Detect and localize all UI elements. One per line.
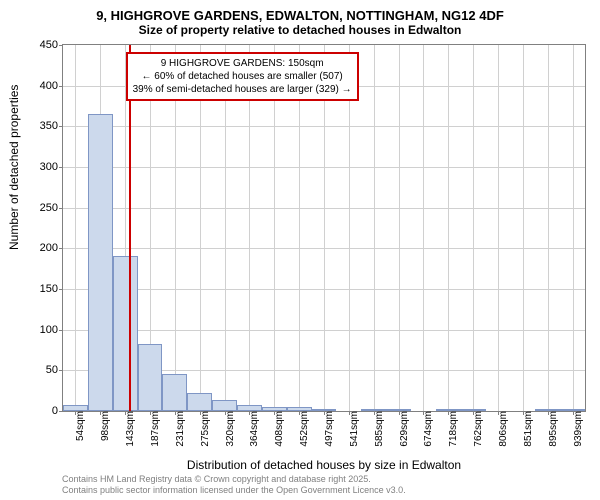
- x-tick-label: 762sqm: [473, 411, 484, 447]
- y-tick-mark: [59, 45, 63, 46]
- histogram-bar: [461, 409, 486, 411]
- y-tick-mark: [59, 248, 63, 249]
- chart-subtitle: Size of property relative to detached ho…: [0, 23, 600, 43]
- x-axis-label: Distribution of detached houses by size …: [62, 458, 586, 472]
- histogram-bar: [386, 409, 411, 411]
- histogram-bar: [287, 407, 312, 411]
- y-tick-label: 350: [40, 120, 58, 132]
- y-tick-label: 100: [40, 324, 58, 336]
- grid-line-v: [573, 45, 574, 411]
- x-tick-label: 98sqm: [100, 411, 111, 441]
- y-tick-mark: [59, 411, 63, 412]
- histogram-bar: [212, 400, 237, 411]
- y-tick-mark: [59, 86, 63, 87]
- histogram-bar: [63, 405, 88, 411]
- histogram-bar: [312, 409, 337, 411]
- histogram-bar: [361, 409, 386, 411]
- x-tick-label: 364sqm: [249, 411, 260, 447]
- grid-line-v: [473, 45, 474, 411]
- histogram-bar: [262, 407, 287, 411]
- histogram-bar: [560, 409, 585, 411]
- x-tick-label: 718sqm: [448, 411, 459, 447]
- histogram-bar: [436, 409, 461, 411]
- footer-line-2: Contains public sector information licen…: [62, 485, 586, 496]
- histogram-bar: [237, 405, 262, 411]
- x-tick-label: 452sqm: [299, 411, 310, 447]
- y-tick-label: 150: [40, 283, 58, 295]
- y-tick-mark: [59, 330, 63, 331]
- grid-line-v: [498, 45, 499, 411]
- y-tick-mark: [59, 167, 63, 168]
- y-tick-label: 450: [40, 39, 58, 51]
- x-tick-label: 231sqm: [175, 411, 186, 447]
- annotation-line-3: 39% of semi-detached houses are larger (…: [133, 83, 352, 96]
- grid-line-v: [448, 45, 449, 411]
- y-tick-label: 300: [40, 161, 58, 173]
- footer-line-1: Contains HM Land Registry data © Crown c…: [62, 474, 586, 485]
- chart-title: 9, HIGHGROVE GARDENS, EDWALTON, NOTTINGH…: [0, 0, 600, 23]
- marker-annotation: 9 HIGHGROVE GARDENS: 150sqm ← 60% of det…: [126, 52, 359, 101]
- y-axis-label: Number of detached properties: [7, 85, 21, 250]
- y-tick-mark: [59, 126, 63, 127]
- x-tick-label: 54sqm: [75, 411, 86, 441]
- y-tick-label: 50: [46, 364, 58, 376]
- histogram-bar: [187, 393, 212, 411]
- grid-line-v: [423, 45, 424, 411]
- y-tick-mark: [59, 289, 63, 290]
- annotation-line-1: 9 HIGHGROVE GARDENS: 150sqm: [133, 57, 352, 70]
- annotation-line-2: ← 60% of detached houses are smaller (50…: [133, 70, 352, 83]
- grid-line-v: [523, 45, 524, 411]
- x-tick-label: 939sqm: [573, 411, 584, 447]
- grid-line-v: [548, 45, 549, 411]
- x-tick-label: 541sqm: [349, 411, 360, 447]
- histogram-bar: [113, 256, 138, 411]
- x-tick-label: 674sqm: [423, 411, 434, 447]
- grid-line-v: [75, 45, 76, 411]
- y-tick-label: 0: [52, 405, 58, 417]
- histogram-bar: [88, 114, 113, 411]
- x-tick-label: 497sqm: [324, 411, 335, 447]
- plot-area: 05010015020025030035040045054sqm98sqm143…: [62, 44, 586, 412]
- x-tick-label: 806sqm: [498, 411, 509, 447]
- grid-line-v: [399, 45, 400, 411]
- y-tick-label: 250: [40, 202, 58, 214]
- x-tick-label: 275sqm: [200, 411, 211, 447]
- x-tick-label: 895sqm: [548, 411, 559, 447]
- histogram-bar: [138, 344, 163, 411]
- grid-line-v: [374, 45, 375, 411]
- y-tick-mark: [59, 208, 63, 209]
- histogram-bar: [162, 374, 187, 411]
- x-tick-label: 585sqm: [374, 411, 385, 447]
- y-tick-label: 400: [40, 80, 58, 92]
- histogram-bar: [535, 409, 560, 411]
- y-tick-label: 200: [40, 242, 58, 254]
- x-tick-label: 629sqm: [399, 411, 410, 447]
- x-tick-label: 408sqm: [274, 411, 285, 447]
- x-tick-label: 187sqm: [150, 411, 161, 447]
- x-tick-label: 851sqm: [523, 411, 534, 447]
- property-size-histogram: 9, HIGHGROVE GARDENS, EDWALTON, NOTTINGH…: [0, 0, 600, 500]
- x-tick-label: 143sqm: [125, 411, 136, 447]
- y-tick-mark: [59, 370, 63, 371]
- footer: Contains HM Land Registry data © Crown c…: [62, 474, 586, 496]
- x-tick-label: 320sqm: [225, 411, 236, 447]
